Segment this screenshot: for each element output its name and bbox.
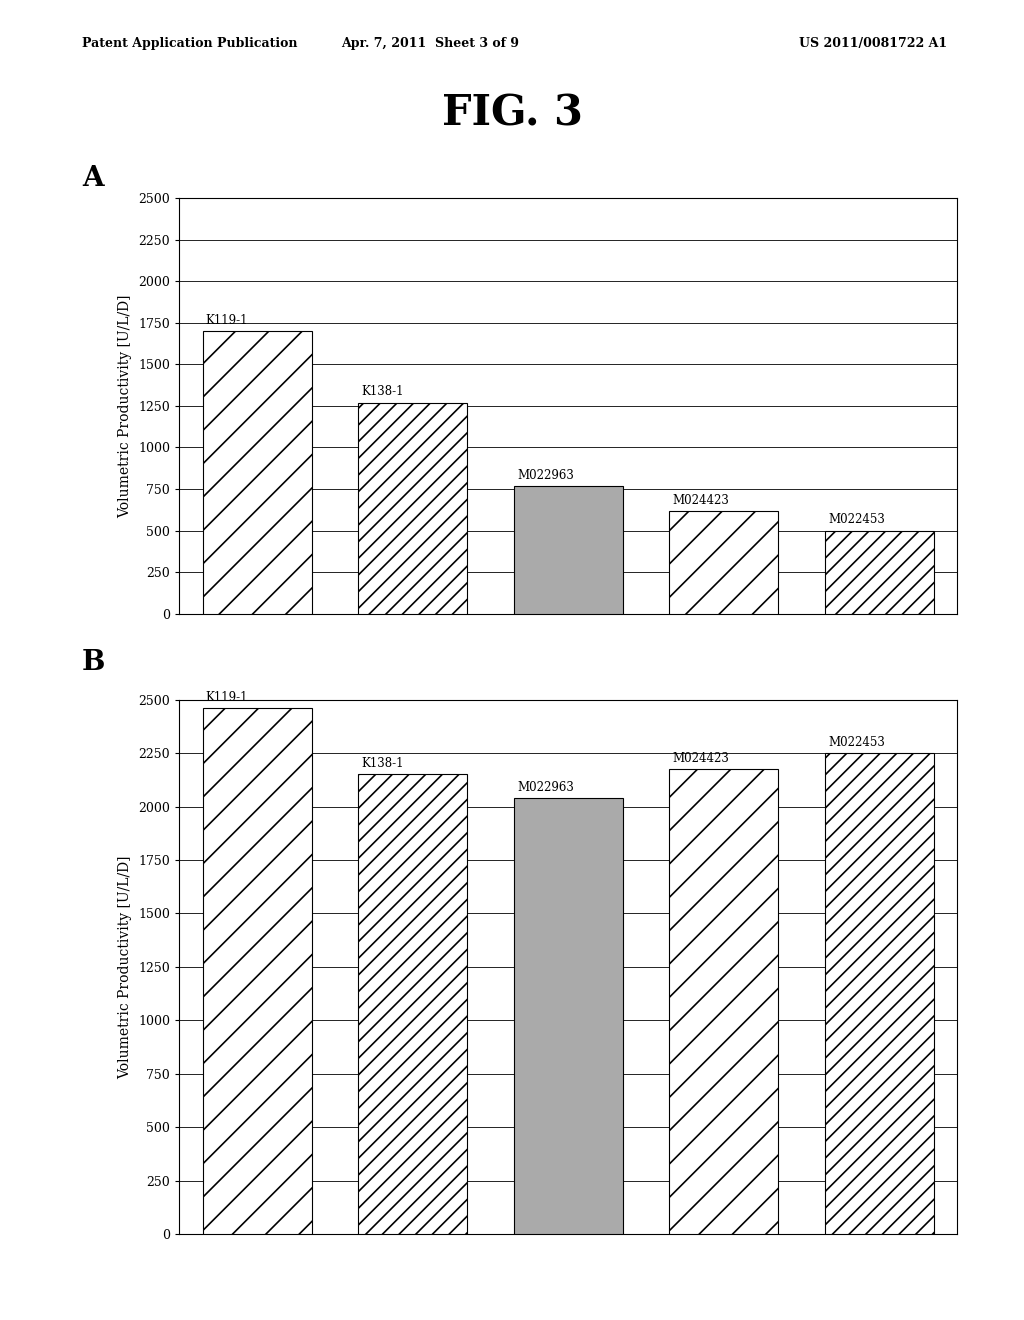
Text: M024423: M024423 (673, 494, 729, 507)
Bar (203, 331, 311, 614)
Text: M022453: M022453 (828, 513, 885, 527)
Text: M024423: M024423 (673, 752, 729, 764)
Y-axis label: Volumetric Productivity [U/L/D]: Volumetric Productivity [U/L/D] (119, 294, 133, 517)
Bar (825, 752, 934, 1234)
Bar (825, 531, 934, 614)
Bar (358, 775, 467, 1234)
Text: Apr. 7, 2011  Sheet 3 of 9: Apr. 7, 2011 Sheet 3 of 9 (341, 37, 519, 50)
Text: M022963: M022963 (517, 469, 573, 482)
Text: K138-1: K138-1 (361, 385, 403, 399)
Bar (670, 511, 778, 614)
Text: M022963: M022963 (517, 780, 573, 793)
Text: K119-1: K119-1 (206, 314, 248, 327)
Text: M022453: M022453 (828, 735, 885, 748)
Text: Patent Application Publication: Patent Application Publication (82, 37, 297, 50)
Bar (670, 770, 778, 1234)
Text: FIG. 3: FIG. 3 (441, 92, 583, 135)
Text: K119-1: K119-1 (206, 690, 248, 704)
Bar (203, 708, 311, 1234)
Text: K138-1: K138-1 (361, 758, 403, 770)
Text: A: A (82, 165, 103, 191)
Bar (358, 403, 467, 614)
Bar (514, 799, 623, 1234)
Text: B: B (82, 649, 105, 676)
Bar (514, 486, 623, 614)
Y-axis label: Volumetric Productivity [U/L/D]: Volumetric Productivity [U/L/D] (119, 855, 133, 1078)
Text: US 2011/0081722 A1: US 2011/0081722 A1 (799, 37, 947, 50)
